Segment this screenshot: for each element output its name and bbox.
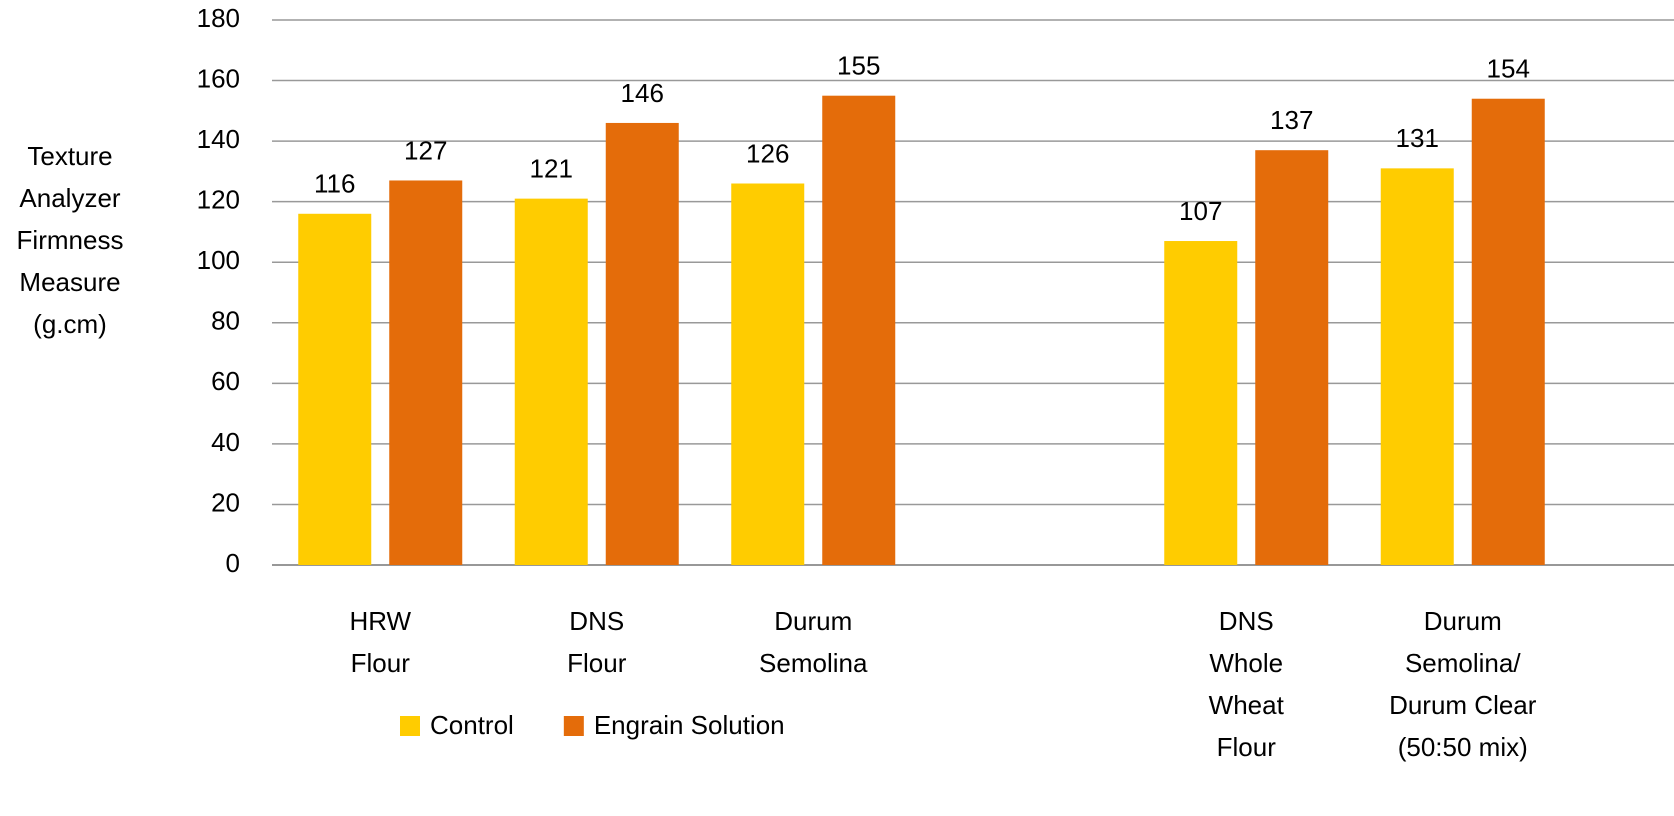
x-tick-label: Durum Semolina/ Durum Clear (50:50 mix): [1389, 606, 1537, 762]
data-label: 154: [1487, 54, 1530, 84]
x-tick-label: DNS Whole Wheat Flour: [1208, 606, 1284, 762]
y-tick-label: 100: [197, 245, 240, 275]
bar: [731, 183, 805, 565]
x-tick-label: DNS Flour: [567, 606, 627, 678]
legend-swatch: [563, 716, 584, 736]
y-tick-label: 120: [197, 185, 240, 215]
bar: [514, 198, 588, 565]
y-tick-label: 60: [211, 366, 240, 396]
bar: [1255, 150, 1329, 565]
bar: [605, 122, 679, 565]
x-tick-label: HRW Flour: [349, 606, 412, 678]
data-label: 126: [746, 138, 789, 168]
data-label: 127: [404, 135, 447, 165]
bar: [298, 213, 372, 565]
bar: [1380, 168, 1454, 565]
data-label: 121: [530, 154, 573, 184]
data-label: 146: [621, 78, 664, 108]
data-label: 107: [1179, 196, 1222, 226]
x-tick-label: Durum Semolina: [759, 606, 868, 678]
y-axis-label: Texture Analyzer Firmness Measure (g.cm): [16, 141, 124, 339]
bar: [1471, 98, 1545, 565]
legend-label: Engrain Solution: [594, 710, 785, 740]
data-label: 116: [314, 169, 355, 199]
data-label: 131: [1396, 123, 1439, 153]
y-tick-label: 0: [226, 548, 240, 578]
y-tick-label: 180: [197, 3, 240, 33]
y-tick-label: 80: [211, 306, 240, 336]
y-tick-label: 160: [197, 63, 240, 93]
y-tick-label: 140: [197, 124, 240, 154]
y-tick-label: 20: [211, 487, 240, 517]
legend-swatch: [400, 716, 420, 736]
data-label: 137: [1270, 105, 1313, 135]
bar: [1164, 241, 1238, 565]
legend-label: Control: [430, 710, 514, 740]
bar: [389, 180, 463, 565]
data-label: 155: [837, 51, 880, 81]
bar: [822, 95, 896, 565]
y-tick-label: 40: [211, 427, 240, 457]
